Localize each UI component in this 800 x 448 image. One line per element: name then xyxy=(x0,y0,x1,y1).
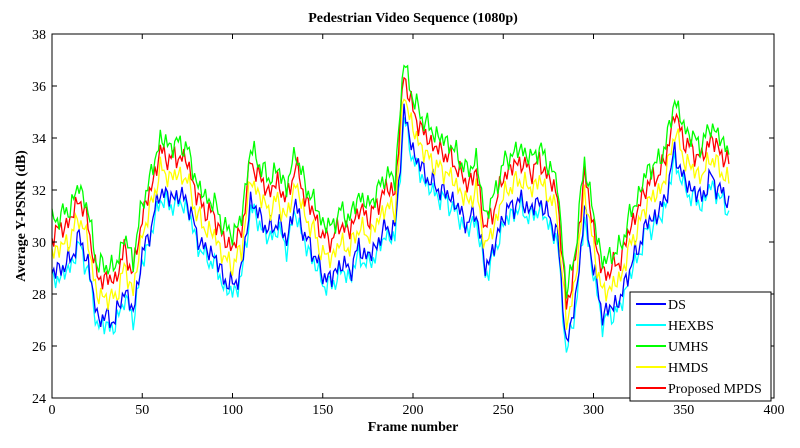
x-tick-label: 250 xyxy=(493,403,514,418)
y-tick-label: 30 xyxy=(32,236,46,251)
legend-label: HMDS xyxy=(668,361,708,376)
y-tick-label: 28 xyxy=(32,288,46,303)
series-line-hmds xyxy=(51,98,730,330)
x-tick-label: 50 xyxy=(135,403,149,418)
x-tick-label: 0 xyxy=(49,403,56,418)
ticks-layer: 0 50 100 150 200 250 300 350 400 24 26 28 30 32 34 36 38 xyxy=(32,28,785,418)
legend-label: UMHS xyxy=(668,340,708,355)
x-tick-label: 100 xyxy=(222,403,243,418)
series-line-ds xyxy=(51,103,730,343)
chart-title: Pedestrian Video Sequence (1080p) xyxy=(308,11,518,26)
y-tick-label: 38 xyxy=(32,28,46,43)
y-tick-label: 32 xyxy=(32,184,46,199)
y-axis-label: Average Y-PSNR (dB) xyxy=(14,150,29,282)
y-tick-label: 34 xyxy=(32,132,46,147)
series-line-proposed-mpds xyxy=(51,76,730,310)
series-line-umhs xyxy=(51,64,730,299)
legend-label: HEXBS xyxy=(668,319,714,334)
series-layer xyxy=(51,64,730,353)
legend-label: Proposed MPDS xyxy=(668,382,762,397)
y-tick-label: 26 xyxy=(32,340,46,355)
series-line-hexbs xyxy=(51,117,730,353)
x-tick-label: 400 xyxy=(764,403,785,418)
y-tick-label: 36 xyxy=(32,80,46,95)
legend-label: DS xyxy=(668,298,686,313)
y-tick-label: 24 xyxy=(32,392,46,407)
x-tick-label: 200 xyxy=(403,403,424,418)
x-axis-label: Frame number xyxy=(368,420,459,435)
x-tick-label: 300 xyxy=(583,403,604,418)
legend: DS HEXBS UMHS HMDS Proposed MPDS xyxy=(629,291,772,402)
x-tick-label: 350 xyxy=(673,403,694,418)
x-tick-label: 150 xyxy=(312,403,333,418)
